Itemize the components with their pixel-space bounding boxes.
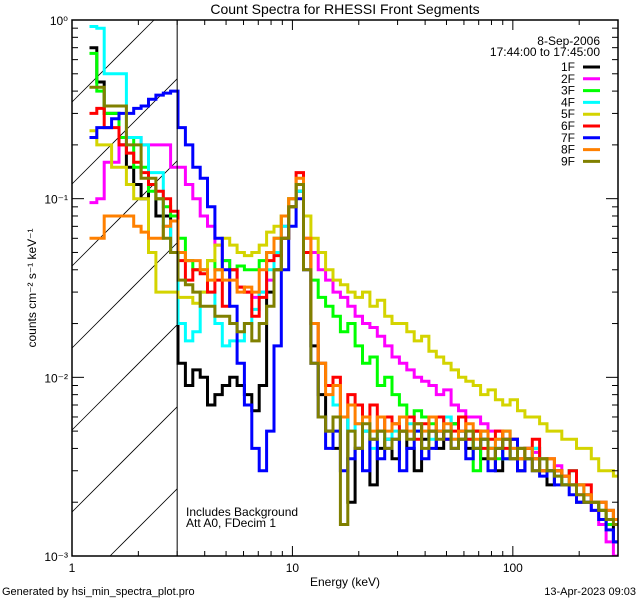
- annotation-background: Includes Background: [186, 505, 298, 519]
- hatch-line: [71, 406, 178, 513]
- hatch-line: [71, 242, 178, 349]
- axis-ticks: [71, 19, 619, 557]
- legend-label-1f: 1F: [561, 60, 575, 74]
- series-group: [89, 25, 618, 556]
- legend-label-9f: 9F: [561, 154, 575, 168]
- y-tick-label: 10⁻³: [44, 550, 68, 564]
- y-tick-label: 10⁻²: [44, 371, 68, 385]
- legend-label-7f: 7F: [561, 131, 575, 145]
- annotation-attenuator: Att A0, FDecim 1: [186, 516, 276, 530]
- x-axis-label: Energy (keV): [310, 575, 380, 589]
- hatch-line: [71, 324, 178, 431]
- series-line-5f: [89, 129, 618, 478]
- excluded-energy-hatch: [71, 19, 178, 557]
- series-line-7f: [89, 89, 618, 544]
- hatch-line: [109, 488, 178, 557]
- legend: 8-Sep-2006 17:44:00 to 17:45:00 1F2F3F4F…: [490, 34, 600, 168]
- legend-label-3f: 3F: [561, 84, 575, 98]
- legend-date: 8-Sep-2006: [537, 34, 600, 48]
- chart-title: Count Spectra for RHESSI Front Segments: [210, 1, 479, 17]
- legend-label-8f: 8F: [561, 143, 575, 157]
- y-tick-label: 10⁰: [50, 14, 68, 28]
- plot-frame: [71, 19, 619, 557]
- legend-time-range: 17:44:00 to 17:45:00: [490, 45, 600, 59]
- legend-label-6f: 6F: [561, 119, 575, 133]
- footer-generated-by: Generated by hsi_min_spectra_plot.pro: [2, 586, 195, 598]
- x-tick-label: 100: [503, 561, 523, 575]
- legend-label-5f: 5F: [561, 107, 575, 121]
- y-tick-label: 10⁻¹: [44, 193, 68, 207]
- hatch-line: [71, 19, 155, 103]
- x-tick-label: 10: [286, 561, 300, 575]
- y-axis-label: counts cm⁻² s⁻¹ keV⁻¹: [25, 228, 39, 347]
- footer-timestamp: 13-Apr-2023 09:03: [544, 586, 636, 598]
- series-line-8f: [89, 176, 618, 521]
- x-tick-label: 1: [69, 561, 76, 575]
- series-line-9f: [89, 85, 618, 526]
- hatch-line: [71, 160, 178, 267]
- legend-label-4f: 4F: [561, 95, 575, 109]
- legend-label-2f: 2F: [561, 72, 575, 86]
- axis-tick-labels: 1 10 100 10⁰ 10⁻¹ 10⁻² 10⁻³: [44, 14, 523, 575]
